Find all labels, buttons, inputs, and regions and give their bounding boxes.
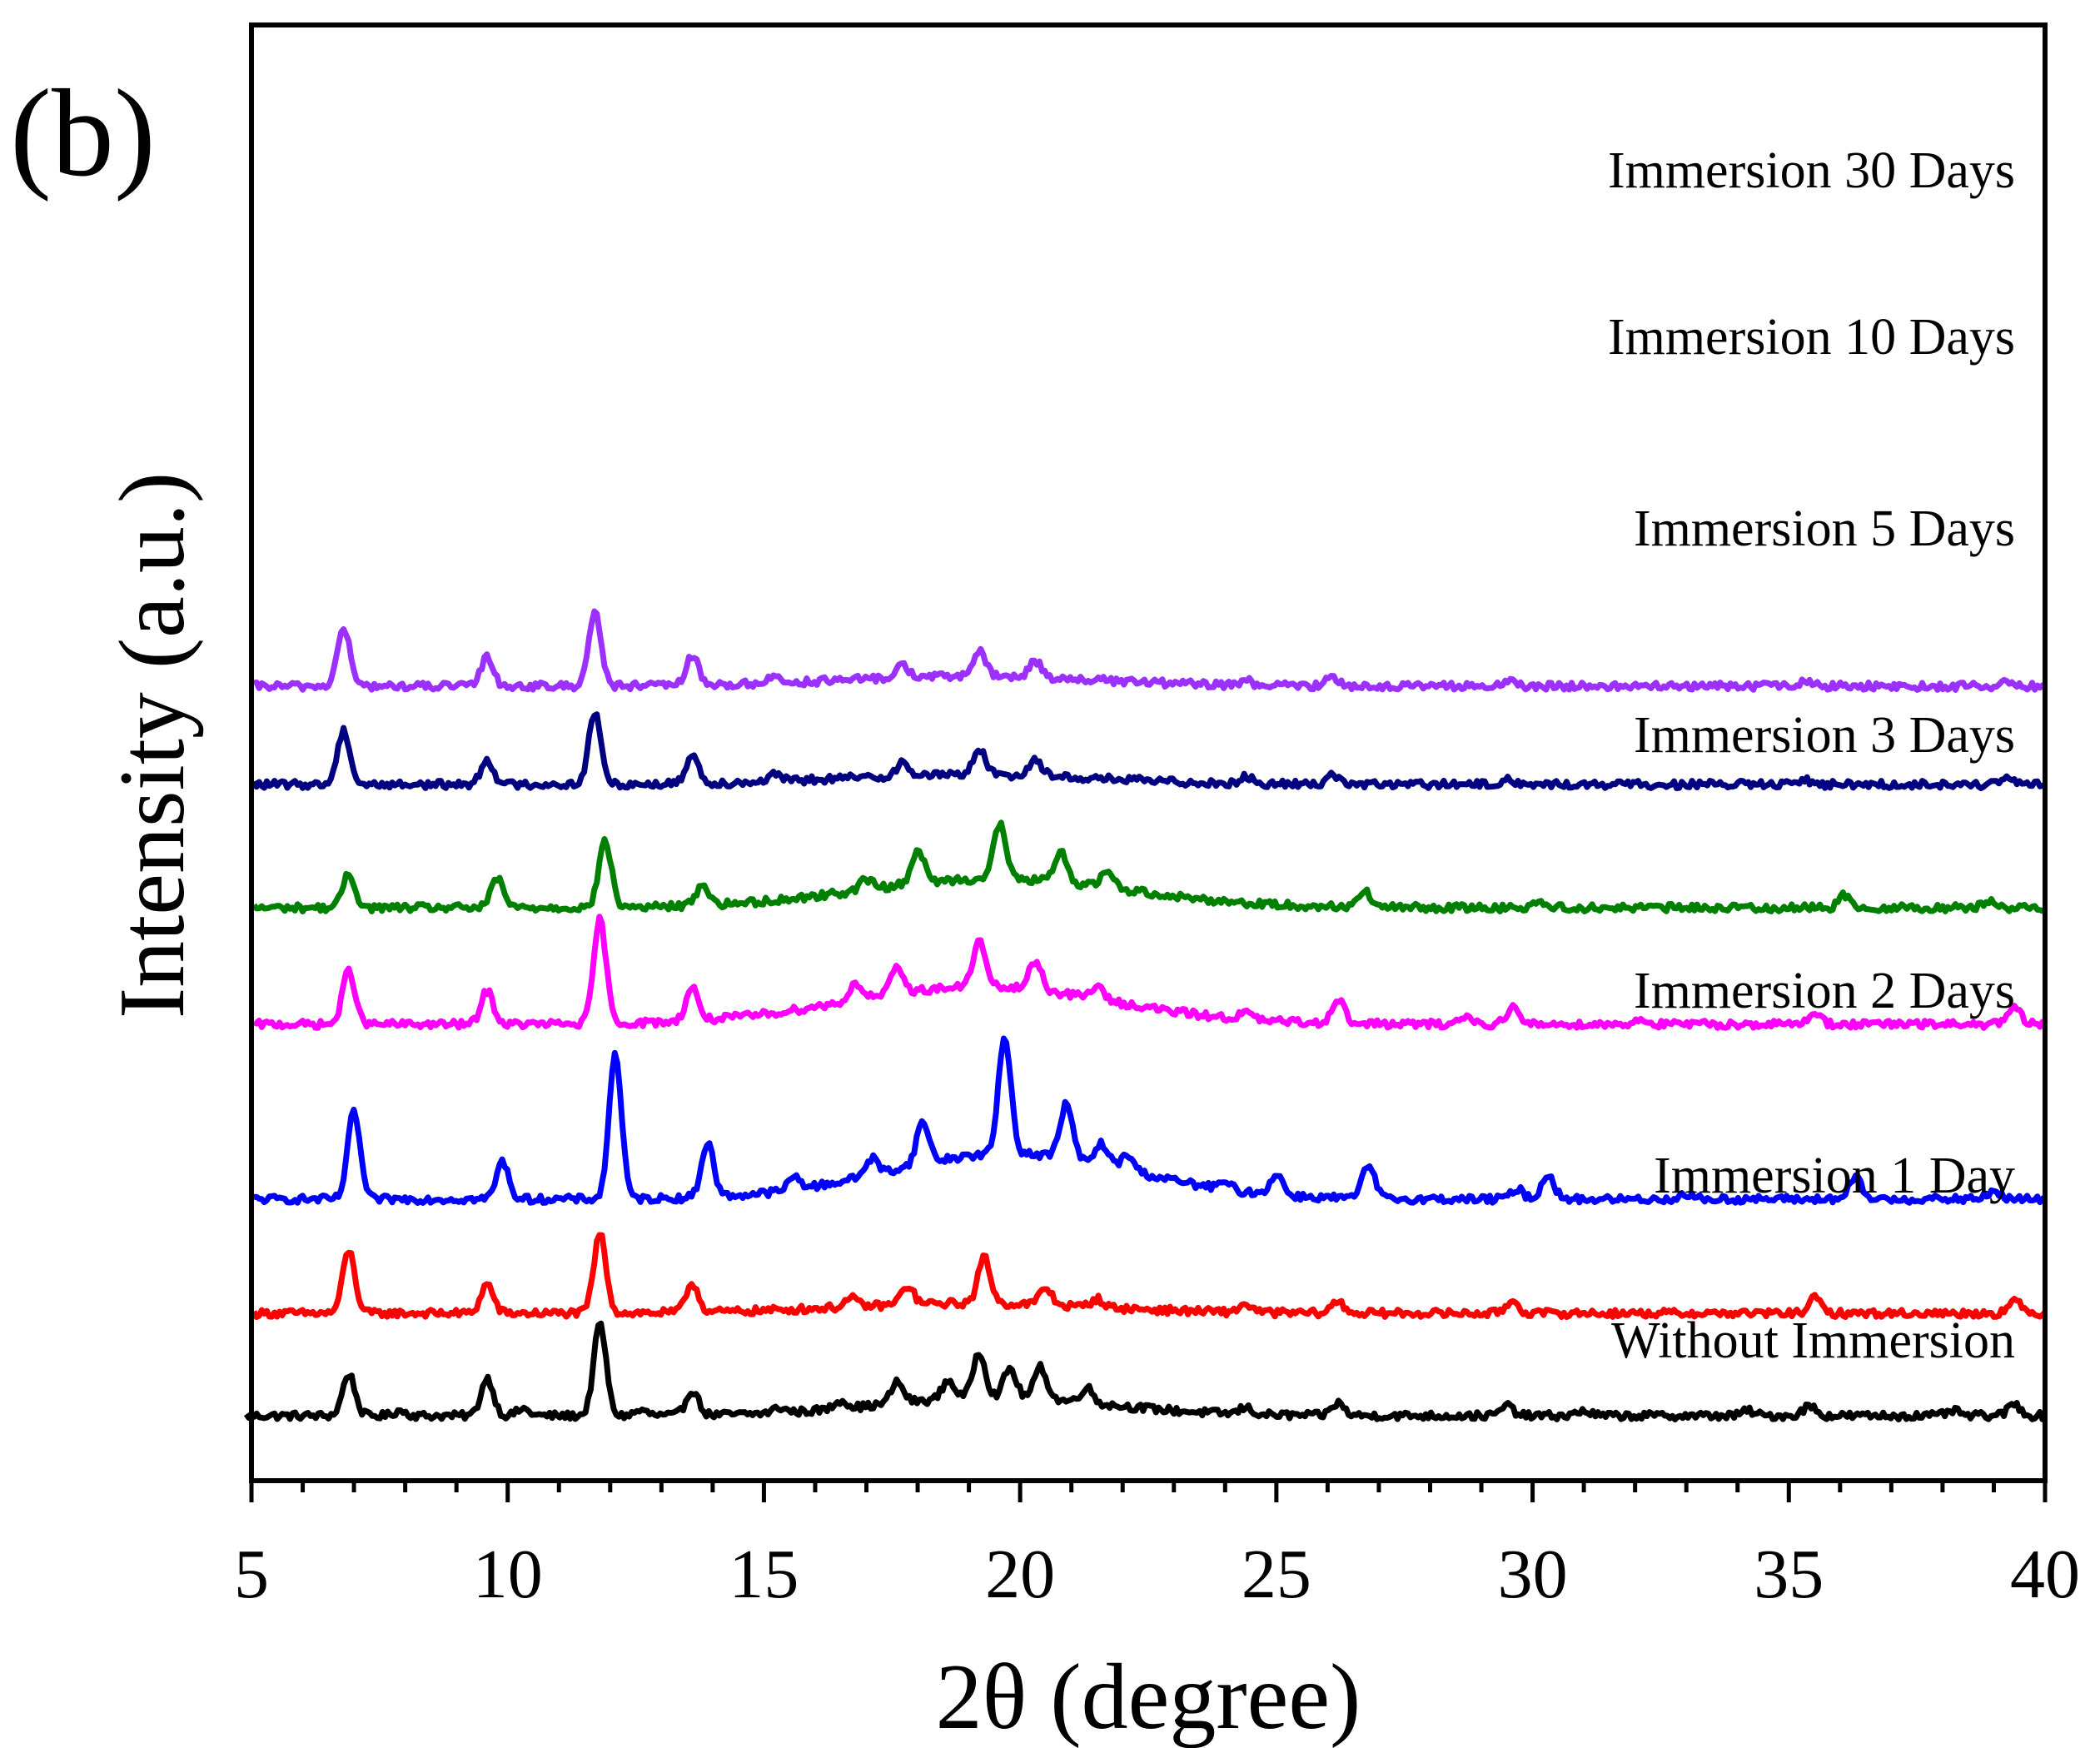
series-label-3: Immersion 2 Days [1634, 963, 2015, 1019]
x-tick-label: 10 [473, 1536, 543, 1613]
series-label-5: Immersion 5 Days [1634, 500, 2015, 557]
series-label-1: Without Immersion [1611, 1312, 2015, 1369]
series-label-7: Immersion 30 Days [1608, 142, 2015, 199]
y-axis-label: Intensity (a.u.) [101, 472, 204, 1018]
series-line-2 [251, 1232, 2048, 1320]
series-label-4: Immersion 3 Days [1634, 707, 2015, 764]
x-tick-label: 40 [2010, 1536, 2080, 1613]
series-labels: Without Immersion Immersion 1 Day Immersio… [1608, 142, 2015, 1369]
series-line-6 [251, 711, 2046, 791]
series-line-5 [251, 819, 2046, 914]
series-label-6: Immersion 10 Days [1608, 309, 2015, 366]
series-line-7 [253, 608, 2047, 693]
panel-label: (b) [10, 64, 156, 202]
x-axis-label: 2θ (degree) [936, 1646, 1361, 1748]
x-tick-label: 15 [729, 1536, 799, 1613]
x-axis-ticks: 5 10 15 20 25 30 35 40 [234, 1481, 2080, 1613]
series-line-4 [252, 914, 2047, 1031]
series-line-1 [243, 1320, 2048, 1422]
x-tick-label: 35 [1754, 1536, 1824, 1613]
x-tick-label: 20 [985, 1536, 1055, 1613]
series-line-3 [253, 1035, 2047, 1206]
x-tick-label: 25 [1242, 1536, 1311, 1613]
series-label-2: Immersion 1 Day [1654, 1148, 2015, 1204]
x-tick-label: 5 [234, 1536, 269, 1613]
plot-area [243, 608, 2048, 1422]
x-tick-label: 30 [1498, 1536, 1568, 1613]
plot-frame [249, 22, 2048, 1483]
